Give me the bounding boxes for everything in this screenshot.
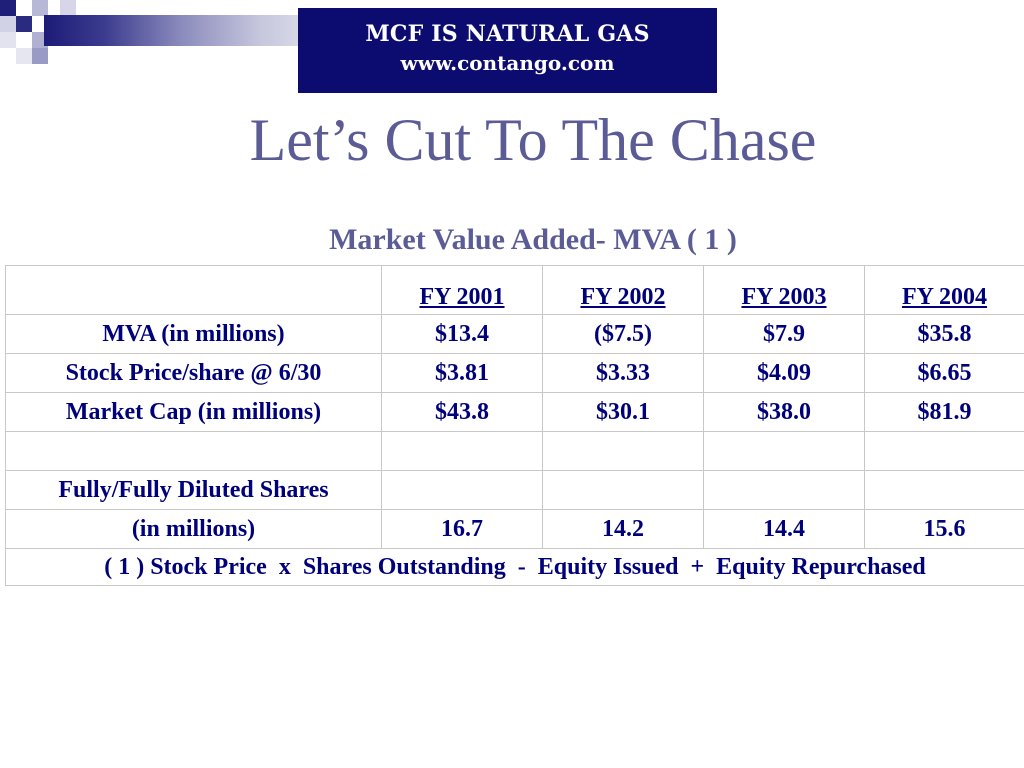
table-row-market-cap: Market Cap (in millions) $43.8 $30.1 $38… [5,392,1024,432]
table-cell: $43.8 [381,392,543,432]
slide-title: Let’s Cut To The Chase [249,107,817,173]
table-cell [542,470,704,510]
table-cell: $81.9 [864,392,1024,432]
table-cell: $6.65 [864,353,1024,393]
header-corner-cell [5,265,382,315]
table-cell: $35.8 [864,314,1024,354]
row-label: MVA (in millions) [5,314,382,354]
table-cell: ($7.5) [542,314,704,354]
row-label: (in millions) [5,509,382,549]
table-cell [381,470,543,510]
table-cell: $3.33 [542,353,704,393]
table-header-row: FY 2001 FY 2002 FY 2003 FY 2004 [5,265,1024,315]
table-cell: $13.4 [381,314,543,354]
table-cell [864,470,1024,510]
table-cell [703,470,865,510]
table-cell: 15.6 [864,509,1024,549]
header-cell: FY 2003 [703,265,865,315]
banner-tagline: MCF IS NATURAL GAS [365,21,650,47]
table-cell [864,431,1024,471]
decor-square [60,0,76,16]
decor-square [0,0,16,16]
header-cell: FY 2004 [864,265,1024,315]
table-cell: $4.09 [703,353,865,393]
decor-square [16,0,32,16]
header-label: FY 2002 [580,284,666,310]
mva-table: FY 2001 FY 2002 FY 2003 FY 2004 MVA (in … [5,265,1024,586]
table-cell: 14.4 [703,509,865,549]
decor-square [32,0,48,16]
header-label: FY 2004 [901,284,988,310]
table-cell: $30.1 [542,392,704,432]
company-banner: MCF IS NATURAL GAS www.contango.com [298,8,717,93]
decor-square [0,32,16,48]
row-label [5,431,382,471]
decor-square [32,48,48,64]
row-label: Market Cap (in millions) [5,392,382,432]
table-row-stock-price: Stock Price/share @ 6/30 $3.81 $3.33 $4.… [5,353,1024,393]
slide-subtitle: Market Value Added- MVA ( 1 ) [329,223,737,256]
header-cell: FY 2002 [542,265,704,315]
header-cell: FY 2001 [381,265,543,315]
table-cell: 14.2 [542,509,704,549]
table-cell: $3.81 [381,353,543,393]
header-label: FY 2003 [741,284,827,310]
table-cell [542,431,704,471]
table-cell [703,431,865,471]
banner-url: www.contango.com [400,51,615,75]
table-footnote: ( 1 ) Stock Price x Shares Outstanding -… [5,548,1024,586]
decor-square [16,32,32,48]
table-cell [381,431,543,471]
table-footnote-row: ( 1 ) Stock Price x Shares Outstanding -… [5,548,1024,586]
table-row-shares-label: Fully/Fully Diluted Shares [5,470,1024,510]
table-cell: $38.0 [703,392,865,432]
header-label: FY 2001 [419,284,505,310]
decor-square [0,16,16,32]
decor-square [16,16,32,32]
table-row-spacer [5,431,1024,471]
row-label: Stock Price/share @ 6/30 [5,353,382,393]
table-cell: $7.9 [703,314,865,354]
decor-square [16,48,32,64]
row-label: Fully/Fully Diluted Shares [5,470,382,510]
table-cell: 16.7 [381,509,543,549]
table-row-shares: (in millions) 16.7 14.2 14.4 15.6 [5,509,1024,549]
table-row-mva: MVA (in millions) $13.4 ($7.5) $7.9 $35.… [5,314,1024,354]
